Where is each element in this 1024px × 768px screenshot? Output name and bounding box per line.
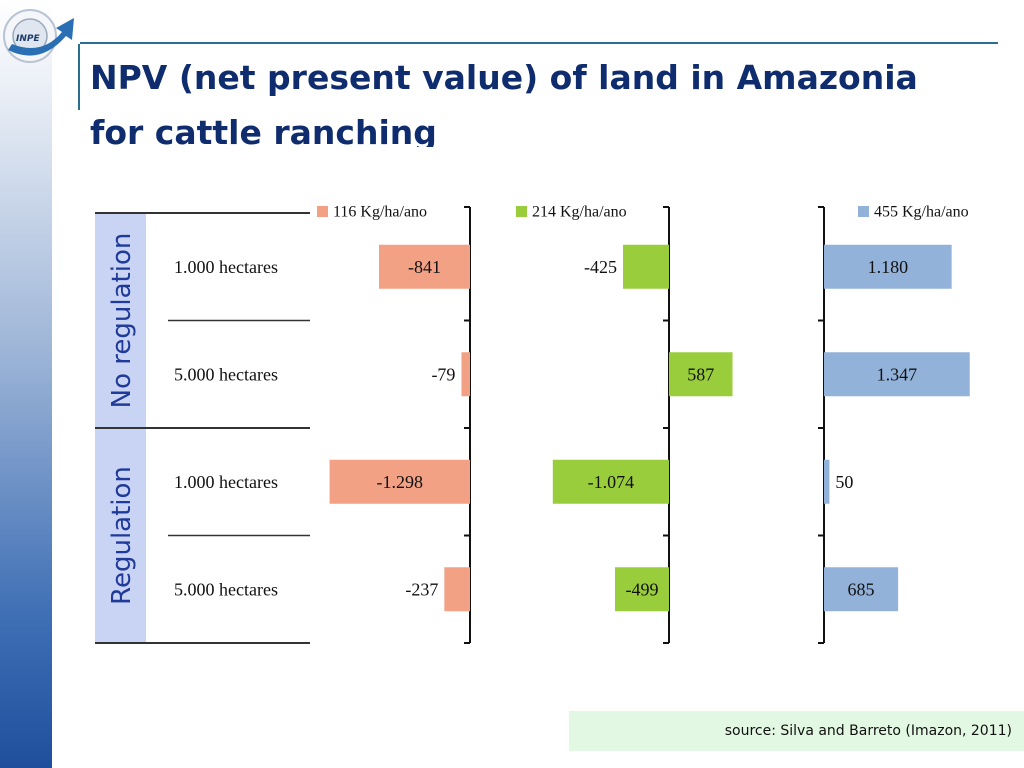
data-label: -237 [405,579,438,599]
data-label: 587 [687,364,714,384]
legend-swatch [858,206,869,217]
legend-swatch [317,206,328,217]
group-label-box [95,213,146,428]
bar [824,244,952,289]
data-label: 1.180 [868,257,909,277]
legend-label: 455 Kg/ha/ano [874,204,969,221]
group-label-box [95,428,146,643]
npv-chart: No regulation Regulation 1.000 hectares 5.0… [95,195,1015,655]
group-label: No regulation [107,233,137,409]
source-text: source: Silva and Barreto (Imazon, 2011) [724,723,1012,739]
data-label: -1.298 [377,472,424,492]
title-rule-horizontal [80,42,998,44]
side-decoration-band [0,0,52,768]
bar [329,459,470,504]
bar [669,352,733,397]
bar [824,352,970,397]
bar [444,567,470,612]
data-label: 685 [848,579,875,599]
data-label: -1.074 [588,472,635,492]
data-label: -841 [408,257,441,277]
data-label: 50 [835,472,853,492]
legend-label: 214 Kg/ha/ano [532,204,627,221]
title-rule-vertical [78,44,80,110]
data-label: -499 [626,579,659,599]
bar [615,567,669,612]
source-note: source: Silva and Barreto (Imazon, 2011) [569,711,1024,751]
bar [824,567,899,612]
svg-text:INPE: INPE [16,34,40,44]
legend-swatch [516,206,527,217]
data-label: 1.347 [877,364,918,384]
category-label: 1.000 hectares [174,257,278,277]
inpe-logo: INPE [3,9,74,63]
category-label: 5.000 hectares [174,579,278,599]
group-label: Regulation [107,466,137,605]
title-line-2: for cattle ranching [90,113,437,147]
bar [461,352,470,397]
category-label: 1.000 hectares [174,472,278,492]
page-title: NPV (net present value) of land in Amazo… [90,50,1000,147]
bar [623,244,669,289]
data-label: -425 [584,257,617,277]
npv-chart-svg: No regulation Regulation 1.000 hectares 5.0… [95,204,970,644]
bar [824,459,830,504]
bar [552,459,669,504]
data-label: -79 [431,364,455,384]
category-label: 5.000 hectares [174,364,278,384]
legend-label: 116 Kg/ha/ano [333,204,427,221]
bar [379,244,470,289]
title-line-1: NPV (net present value) of land in Amazo… [90,58,918,97]
